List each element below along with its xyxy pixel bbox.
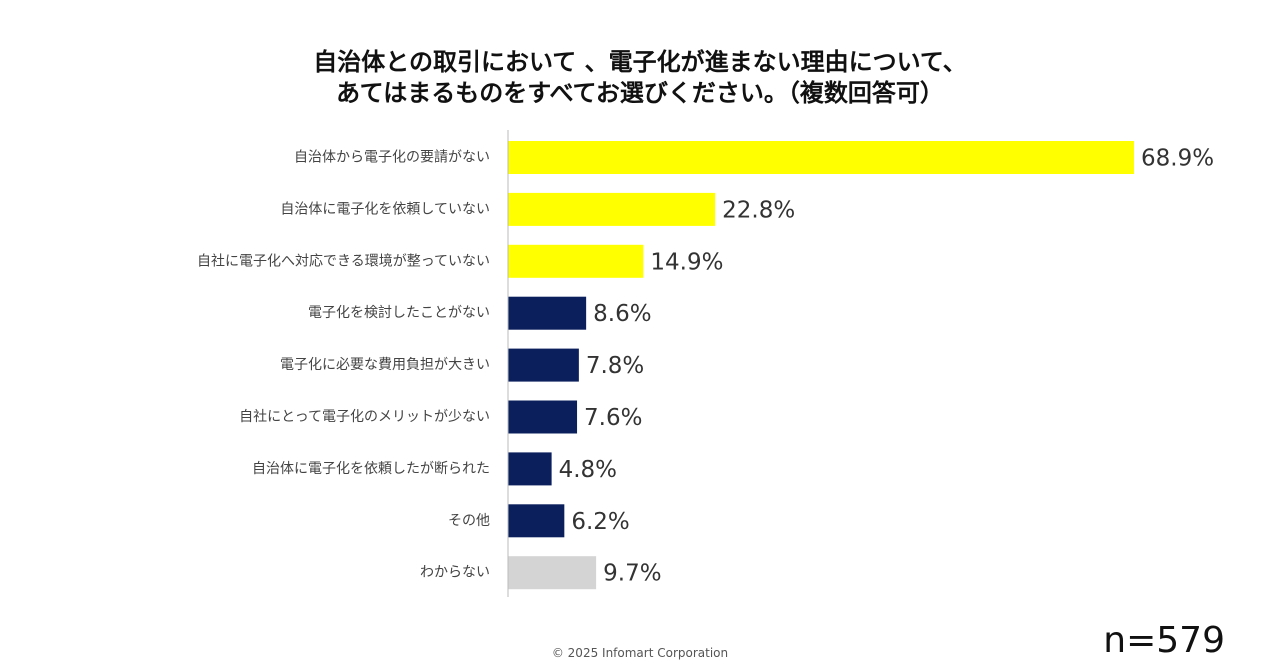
category-label: 自社に電子化へ対応できる環境が整っていない [197, 253, 490, 269]
value-label: 9.7% [603, 561, 661, 587]
category-label: 自治体から電子化の要請がない [294, 150, 490, 166]
category-label: その他 [448, 513, 490, 529]
value-label: 22.8% [722, 197, 795, 223]
value-label: 68.9% [1141, 146, 1214, 172]
bar [508, 141, 1134, 174]
category-label: 電子化を検討したことがない [308, 305, 490, 321]
value-labels: 68.9% 22.8% 14.9% 8.6% 7.8% 7.6% 4.8% 6.2% 9.7% [559, 146, 1214, 587]
value-label: 6.2% [571, 509, 629, 535]
value-label: 7.8% [586, 353, 644, 379]
bar [508, 296, 587, 330]
category-label: わからない [420, 565, 490, 581]
chart-title-line-2: あてはまるものをすべてお選びください。（複数回答可） [336, 79, 944, 107]
bar [508, 192, 716, 226]
sample-size: n=579 [1103, 620, 1225, 661]
value-label: 14.9% [650, 249, 723, 275]
category-label: 電子化に必要な費用負担が大きい [280, 357, 490, 373]
bar [508, 504, 565, 538]
category-label: 自社にとって電子化のメリットが少ない [239, 409, 490, 425]
bar [508, 556, 597, 590]
bar [508, 244, 644, 278]
category-label: 自治体に電子化を依頼していない [280, 201, 490, 217]
value-label: 8.6% [593, 301, 651, 327]
value-label: 7.6% [584, 405, 642, 431]
copyright-footer: © 2025 Infomart Corporation [551, 646, 729, 660]
category-labels: 自治体から電子化の要請がない自治体に電子化を依頼していない自社に電子化へ対応でき… [197, 150, 490, 581]
bar [508, 400, 578, 434]
value-label: 4.8% [559, 457, 617, 483]
bar [508, 348, 579, 382]
bar [508, 452, 552, 486]
chart-title-line-1: 自治体との取引において 、電子化が進まない理由について、 [313, 48, 967, 76]
bars [508, 141, 1134, 590]
category-label: 自治体に電子化を依頼したが断られた [252, 461, 490, 477]
